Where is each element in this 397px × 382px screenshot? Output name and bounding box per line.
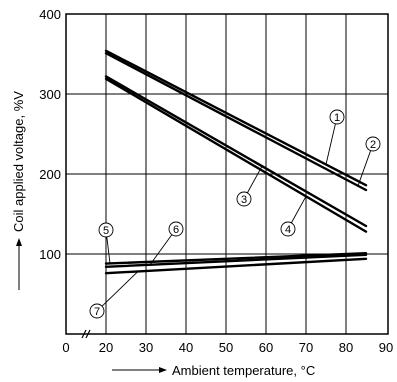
callout-leader-7	[101, 271, 139, 307]
x-tick-label-60: 60	[259, 340, 273, 355]
axis-break-mark	[81, 329, 91, 339]
y-axis-arrowhead	[16, 238, 22, 246]
series-line-1	[104, 49, 368, 187]
x-axis-title-group: Ambient temperature, °C	[112, 363, 315, 378]
callout-leader-1	[325, 123, 336, 165]
x-tick-label-40: 40	[179, 340, 193, 355]
callout-leader-3	[246, 165, 263, 194]
callout-label-6: 6	[173, 224, 179, 236]
callout-circle-2	[365, 136, 381, 152]
y-tick-label-200: 200	[39, 167, 61, 182]
y-tick-label-100: 100	[39, 247, 61, 262]
x-tick-label-80: 80	[339, 340, 353, 355]
callout-label-5: 5	[103, 225, 109, 237]
series-lines	[104, 49, 368, 275]
callout-label-7: 7	[94, 306, 100, 318]
x-axis-arrowhead	[159, 367, 167, 373]
series-line-6	[104, 253, 368, 268]
x-axis-title: Ambient temperature, °C	[172, 363, 315, 378]
series-line-4	[104, 77, 368, 233]
callout-leader-4	[290, 196, 307, 224]
x-tick-label-90: 90	[379, 340, 393, 355]
callout-label-3: 3	[241, 194, 247, 206]
x-tick-label-50: 50	[219, 340, 233, 355]
callout-circle-6	[168, 221, 184, 237]
callout-label-4: 4	[285, 224, 291, 236]
x-tick-label-20: 20	[99, 340, 113, 355]
callout-circle-4	[280, 221, 296, 237]
series-callouts: 1 2 3 4 5 6 7	[89, 109, 381, 319]
x-tick-label-30: 30	[139, 340, 153, 355]
x-tick-label-70: 70	[299, 340, 313, 355]
y-axis-title: Coil applied voltage, %V	[11, 91, 26, 232]
callout-circle-5	[98, 222, 114, 238]
series-line-3	[104, 75, 368, 228]
callout-leader-5	[106, 236, 111, 264]
grid	[66, 14, 388, 334]
callout-leader-6	[149, 234, 173, 266]
callout-circle-3	[236, 191, 252, 207]
callout-circle-1	[329, 109, 345, 125]
callout-leader-2	[357, 150, 372, 186]
series-line-7	[104, 257, 368, 275]
y-tick-label-300: 300	[39, 87, 61, 102]
x-tick-label-0: 0	[62, 340, 69, 355]
y-axis-title-group: Coil applied voltage, %V	[11, 91, 26, 290]
tick-labels: 0 20 30 40 50 60 70 80 90 100 200 300 400	[39, 7, 393, 355]
y-tick-label-400: 400	[39, 7, 61, 22]
series-line-5	[104, 251, 368, 265]
callout-label-1: 1	[334, 112, 340, 124]
callout-circle-7	[89, 303, 105, 319]
callout-label-2: 2	[370, 139, 376, 151]
series-line-2	[104, 52, 368, 192]
